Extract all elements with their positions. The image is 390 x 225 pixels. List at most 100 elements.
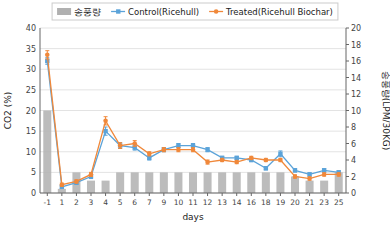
error-bar [264, 158, 268, 161]
x-tick [193, 193, 194, 196]
bar [116, 172, 124, 193]
x-tick [76, 193, 77, 196]
y-tick-label: 35 [26, 45, 36, 54]
x-tick [134, 193, 135, 196]
error-bar [337, 173, 341, 176]
error-bar [147, 152, 151, 156]
y2-tick-label: 8 [351, 123, 356, 132]
grid [40, 28, 346, 193]
marker [118, 143, 122, 147]
error-bar [176, 148, 180, 152]
x-tick [309, 193, 310, 196]
y-tick-label: 10 [26, 148, 36, 157]
bar [174, 172, 182, 193]
bar [131, 172, 139, 193]
x-tick-label: 20 [290, 198, 300, 207]
marker [89, 172, 94, 177]
legend-swatch [57, 8, 71, 15]
x-tick [149, 193, 150, 196]
error-bar [278, 151, 282, 157]
bar [306, 181, 314, 193]
legend-item: Control(Ricehull) [111, 7, 199, 17]
legend-item: Treated(Ricehull Biochar) [209, 7, 333, 17]
marker [191, 147, 196, 152]
y2-tick-label: 0 [351, 189, 356, 198]
x-tick [324, 193, 325, 196]
grid-line [40, 69, 346, 70]
error-bar [308, 177, 312, 180]
marker [322, 172, 327, 177]
marker [264, 166, 268, 170]
marker [205, 147, 209, 151]
marker [220, 158, 225, 163]
legend: 송풍량Control(Ricehull)Treated(Ricehull Bio… [52, 3, 338, 20]
y2-tick-label: 12 [351, 90, 361, 99]
legend-marker [214, 9, 219, 14]
marker [45, 53, 50, 58]
bar [87, 181, 95, 193]
y2-tick-label: 4 [351, 156, 356, 165]
x-tick [280, 193, 281, 196]
x-tick-label: 18 [261, 198, 271, 207]
bar [145, 172, 153, 193]
marker [322, 168, 326, 172]
line [47, 55, 338, 185]
error-bar [176, 144, 180, 148]
marker [118, 143, 123, 148]
marks [43, 51, 342, 193]
y-tick-label: 25 [26, 86, 36, 95]
marker [162, 147, 166, 151]
error-bar [191, 148, 195, 152]
y2-tick-label: 16 [351, 57, 361, 66]
error-bar [264, 167, 268, 170]
error-bar [293, 169, 297, 172]
x-tick-label: 9 [161, 198, 166, 207]
error-bar [278, 158, 282, 161]
marker [234, 160, 239, 165]
bar [58, 189, 66, 193]
y-tick-label: 40 [26, 24, 36, 33]
bar [262, 172, 270, 193]
bar [320, 181, 328, 193]
grid-line [40, 131, 346, 132]
bar [291, 177, 299, 194]
y-tick-label: 15 [26, 127, 36, 136]
x-tick-label: 13 [217, 198, 227, 207]
marker [176, 143, 180, 147]
error-bar [147, 156, 151, 160]
y2-tick-label: 2 [351, 173, 356, 182]
x-tick [265, 193, 266, 196]
x-tick-label: 23 [319, 198, 329, 207]
bar [335, 172, 343, 193]
error-bar [104, 117, 108, 125]
x-tick [222, 193, 223, 196]
marker [293, 174, 298, 179]
y2-tick-label: 18 [351, 41, 361, 50]
marker [336, 172, 341, 177]
x-tick-label: 12 [203, 198, 213, 207]
error-bar [162, 148, 166, 152]
bar [189, 172, 197, 193]
bar [218, 172, 226, 193]
y2-axis [346, 28, 347, 193]
x-tick [105, 193, 106, 196]
bar [102, 181, 110, 193]
marker [191, 143, 195, 147]
grid-line [40, 110, 346, 111]
x-tick-label: 7 [147, 198, 152, 207]
x-label: days [182, 212, 204, 222]
marker [132, 141, 137, 146]
marker [278, 152, 282, 156]
y-axis [40, 28, 41, 193]
y-tick-label: 20 [26, 107, 36, 116]
marker [103, 119, 108, 124]
y-label: CO2 (%) [3, 92, 13, 130]
marker [307, 176, 312, 181]
error-bar [322, 169, 326, 172]
chart: 051015202530354002468101214161820-112345… [0, 0, 390, 225]
bar [276, 172, 284, 193]
error-bar [235, 160, 239, 163]
marker [74, 179, 79, 184]
x-tick [178, 193, 179, 196]
marker [147, 156, 151, 160]
